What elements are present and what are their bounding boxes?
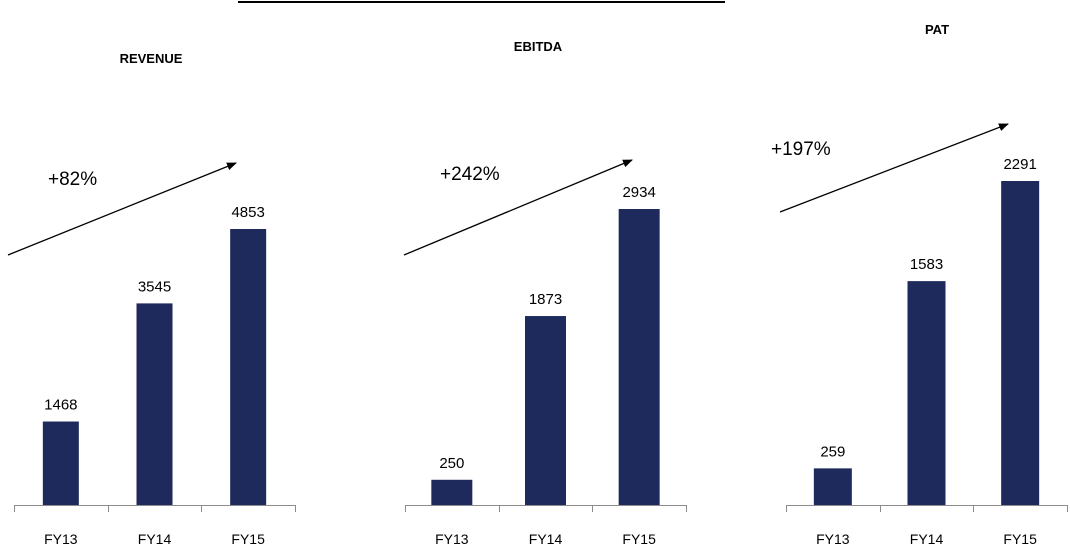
x-tick-label: FY15 (231, 531, 265, 547)
bar-fy15 (1001, 181, 1040, 505)
x-tick-label: FY14 (910, 531, 944, 547)
x-tick-label: FY13 (816, 531, 850, 547)
x-tick-label: FY13 (435, 531, 469, 547)
x-tick-label: FY13 (44, 531, 78, 547)
bar-fy15 (230, 229, 267, 505)
data-label: 1873 (529, 291, 562, 308)
chart-title: REVENUE (120, 51, 183, 66)
chart-title: PAT (925, 22, 949, 37)
bar-fy14 (525, 316, 566, 505)
chart-title: EBITDA (514, 39, 563, 54)
data-label: 3545 (138, 278, 171, 295)
x-tick-label: FY15 (622, 531, 656, 547)
growth-label: +197% (771, 139, 831, 160)
bar-fy13 (431, 479, 473, 505)
growth-arrow (779, 123, 1009, 213)
x-tick-label: FY14 (529, 531, 563, 547)
data-label: 1468 (44, 397, 77, 414)
bar-fy14 (136, 303, 173, 505)
bar-fy13 (42, 421, 79, 505)
x-tick-label: FY15 (1003, 531, 1037, 547)
growth-label: +82% (48, 169, 97, 190)
data-label: 250 (439, 455, 464, 472)
data-label: 2291 (1003, 156, 1036, 173)
x-tick-label: FY14 (138, 531, 172, 547)
ebitda-chart: EBITDA +242% 250 FY13 1873 FY14 2934 FY15 (403, 39, 687, 547)
bar-fy14 (907, 281, 946, 505)
data-label: 1583 (910, 256, 943, 273)
data-label: 259 (820, 443, 845, 460)
plot-area: 259 FY13 1583 FY14 2291 FY15 (786, 156, 1068, 547)
data-label: 4853 (231, 204, 264, 221)
pat-chart: PAT +197% 259 FY13 1583 FY14 2291 FY15 (771, 22, 1068, 547)
growth-arrow (7, 162, 237, 256)
growth-label: +242% (440, 164, 500, 185)
data-label: 2934 (622, 184, 655, 201)
plot-area: 1468 FY13 3545 FY14 4853 FY15 (14, 204, 296, 547)
revenue-chart: REVENUE +82% 1468 FY13 3545 FY14 4853 FY15 (7, 51, 296, 547)
plot-area: 250 FY13 1873 FY14 2934 FY15 (405, 184, 687, 547)
bar-fy13 (813, 468, 852, 505)
growth-arrow (403, 159, 633, 256)
bar-fy15 (618, 209, 660, 505)
